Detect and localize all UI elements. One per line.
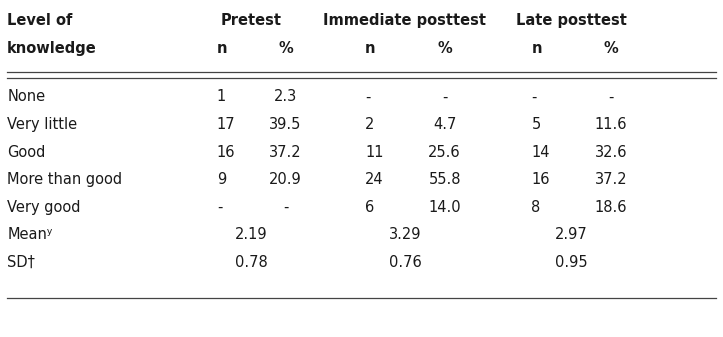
Text: 0.78: 0.78 <box>234 255 268 270</box>
Text: 6: 6 <box>365 200 375 215</box>
Text: 11: 11 <box>365 145 384 160</box>
Text: 18.6: 18.6 <box>595 200 627 215</box>
Text: -: - <box>531 89 536 104</box>
Text: 2.97: 2.97 <box>555 227 588 243</box>
Text: More than good: More than good <box>7 172 122 187</box>
Text: 39.5: 39.5 <box>270 117 301 132</box>
Text: n: n <box>531 41 542 56</box>
Text: 2: 2 <box>365 117 375 132</box>
Text: 20.9: 20.9 <box>269 172 302 187</box>
Text: 0.95: 0.95 <box>555 255 588 270</box>
Text: %: % <box>437 41 452 56</box>
Text: Very little: Very little <box>7 117 77 132</box>
Text: 9: 9 <box>217 172 226 187</box>
Text: -: - <box>608 89 614 104</box>
Text: 16: 16 <box>531 172 550 187</box>
Text: 2.3: 2.3 <box>274 89 297 104</box>
Text: 4.7: 4.7 <box>433 117 456 132</box>
Text: None: None <box>7 89 46 104</box>
Text: 55.8: 55.8 <box>429 172 461 187</box>
Text: Pretest: Pretest <box>221 13 281 29</box>
Text: n: n <box>217 41 228 56</box>
Text: 37.2: 37.2 <box>269 145 302 160</box>
Text: 24: 24 <box>365 172 384 187</box>
Text: 37.2: 37.2 <box>594 172 628 187</box>
Text: %: % <box>604 41 618 56</box>
Text: Good: Good <box>7 145 46 160</box>
Text: 11.6: 11.6 <box>595 117 627 132</box>
Text: 0.76: 0.76 <box>388 255 422 270</box>
Text: -: - <box>283 200 288 215</box>
Text: 16: 16 <box>217 145 236 160</box>
Text: Level of: Level of <box>7 13 72 29</box>
Text: Meanʸ: Meanʸ <box>7 227 53 243</box>
Text: 17: 17 <box>217 117 236 132</box>
Text: 14.0: 14.0 <box>428 200 461 215</box>
Text: -: - <box>217 200 222 215</box>
Text: SD†: SD† <box>7 255 35 270</box>
Text: n: n <box>365 41 376 56</box>
Text: 1: 1 <box>217 89 226 104</box>
Text: 25.6: 25.6 <box>428 145 461 160</box>
Text: 8: 8 <box>531 200 541 215</box>
Text: -: - <box>442 89 448 104</box>
Text: 14: 14 <box>531 145 550 160</box>
Text: 3.29: 3.29 <box>389 227 421 243</box>
Text: Late posttest: Late posttest <box>515 13 627 29</box>
Text: Very good: Very good <box>7 200 81 215</box>
Text: 5: 5 <box>531 117 541 132</box>
Text: %: % <box>278 41 293 56</box>
Text: -: - <box>365 89 370 104</box>
Text: knowledge: knowledge <box>7 41 97 56</box>
Text: 2.19: 2.19 <box>234 227 268 243</box>
Text: 32.6: 32.6 <box>595 145 627 160</box>
Text: Immediate posttest: Immediate posttest <box>323 13 487 29</box>
